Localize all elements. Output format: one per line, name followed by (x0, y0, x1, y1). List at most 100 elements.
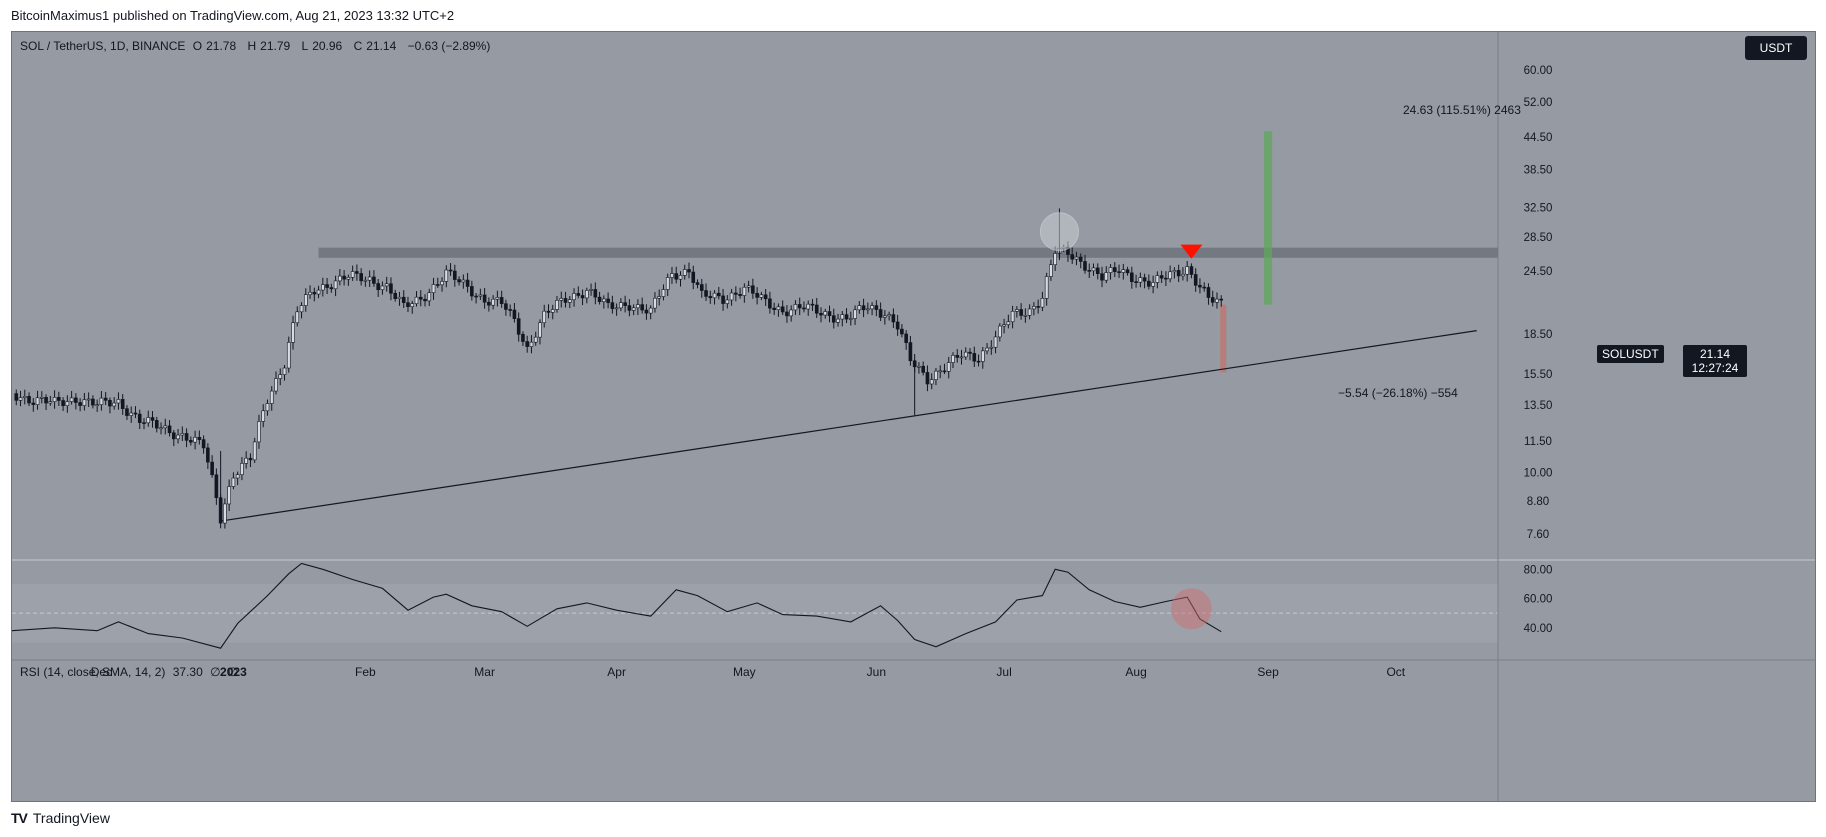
candle-body (1053, 253, 1057, 266)
candle-body (167, 425, 172, 434)
candle-body (1181, 273, 1185, 277)
candle-body (78, 402, 82, 406)
candle-body (184, 433, 189, 441)
candle-body (1155, 275, 1160, 283)
low-value: L 20.96 (301, 39, 343, 53)
candle-body (312, 291, 317, 295)
candle-body (559, 298, 564, 301)
candle-body (482, 294, 487, 303)
candle-body (380, 285, 385, 291)
time-tick-label: Feb (355, 665, 376, 679)
candle-body (435, 284, 440, 286)
candle-body (108, 400, 112, 407)
candle-body (1087, 270, 1092, 272)
candle-body (849, 318, 853, 320)
candle-body (925, 372, 930, 385)
candle-body (1125, 269, 1130, 274)
candle-body (780, 306, 785, 313)
candle-body (1185, 266, 1189, 275)
currency-button[interactable]: USDT (1745, 36, 1807, 60)
price-tick-label: 18.50 (1524, 329, 1553, 341)
candle-body (52, 397, 57, 402)
candle-body (1159, 275, 1164, 279)
candle-body (1036, 306, 1040, 308)
candle-body (478, 294, 483, 297)
candle-body (674, 273, 679, 280)
candle-body (665, 277, 670, 290)
candle-body (116, 399, 121, 404)
candle-body (329, 287, 334, 290)
brand-name: TradingView (32, 810, 110, 826)
candle-body (1168, 271, 1172, 280)
candle-body (887, 314, 891, 317)
time-tick-label: 2023 (220, 665, 247, 679)
candle-body (286, 342, 291, 369)
candle-body (670, 273, 674, 278)
candle-body (985, 347, 989, 352)
candle-body (406, 302, 410, 307)
candle-body (333, 280, 338, 290)
candle-body (367, 276, 372, 281)
candle-body (303, 294, 308, 306)
rsi-tick-label: 40.00 (1524, 623, 1553, 635)
resistance-zone (318, 247, 1498, 258)
candle-body (1142, 277, 1147, 282)
candle-body (189, 440, 193, 443)
chart-canvas[interactable]: 60.00 52.00 44.50 38.50 32.50 28.50 24.50 18.50… (12, 32, 1816, 802)
time-tick-label: Oct (1386, 665, 1405, 679)
candle-body (1100, 273, 1104, 281)
candle-body (827, 311, 832, 316)
candle-body (1112, 267, 1117, 272)
rsi-title: RSI (14, close, SMA, 14, 2) (20, 665, 166, 679)
candle-body (355, 271, 359, 274)
candle-body (159, 427, 163, 430)
candle-body (525, 341, 530, 347)
candle-body (154, 420, 159, 429)
candle-body (350, 271, 355, 278)
candle-body (129, 412, 134, 416)
candle-body (1130, 272, 1134, 282)
candle-body (1138, 277, 1143, 283)
candle-body (993, 336, 998, 348)
candle-body (921, 365, 925, 373)
candle-body (938, 370, 943, 373)
candle-body (538, 322, 542, 338)
tradingview-logo[interactable]: TV TradingView (11, 810, 110, 826)
candle-body (576, 293, 581, 296)
candle-body (529, 341, 534, 347)
candle-body (474, 295, 478, 298)
symbol-legend: SOL / TetherUS, 1D, BINANCE O 21.78 H 21.7… (20, 39, 494, 53)
candle-body (69, 397, 74, 402)
candle-body (610, 302, 615, 309)
candle-body (542, 310, 547, 324)
time-tick-label: Dec (91, 665, 112, 679)
candle-body (376, 283, 380, 291)
short-target-label: −5.54 (−26.18%) −554 (1338, 386, 1458, 400)
candle-body (206, 447, 210, 463)
rsi-legend: RSI (14, close, SMA, 14, 2) 37.30 ∅ ∅ (20, 665, 242, 679)
candle-body (682, 269, 687, 276)
candle-body (870, 305, 874, 310)
chart-frame[interactable]: 60.00 52.00 44.50 38.50 32.50 28.50 24.50 18.50… (11, 31, 1816, 802)
candle-body (401, 296, 406, 303)
candle-body (325, 284, 329, 288)
tradingview-icon: TV (11, 810, 28, 826)
candle-body (929, 379, 934, 385)
candle-body (223, 503, 227, 524)
candle-body (1002, 324, 1006, 327)
candle-body (321, 284, 325, 291)
candle-body (431, 284, 436, 293)
candle-body (1121, 269, 1126, 273)
change-value: −0.63 (−2.89%) (407, 39, 491, 53)
candle-body (891, 314, 896, 323)
candle-body (252, 441, 257, 461)
candle-body (738, 294, 742, 296)
candle-body (103, 397, 108, 401)
candle-body (372, 276, 376, 284)
candle-body (1032, 306, 1036, 310)
candle-body (623, 302, 627, 306)
bar-countdown: 12:27:24 (1691, 361, 1739, 375)
candle-body (193, 436, 197, 443)
candle-body (171, 432, 176, 440)
candle-body (734, 292, 738, 295)
